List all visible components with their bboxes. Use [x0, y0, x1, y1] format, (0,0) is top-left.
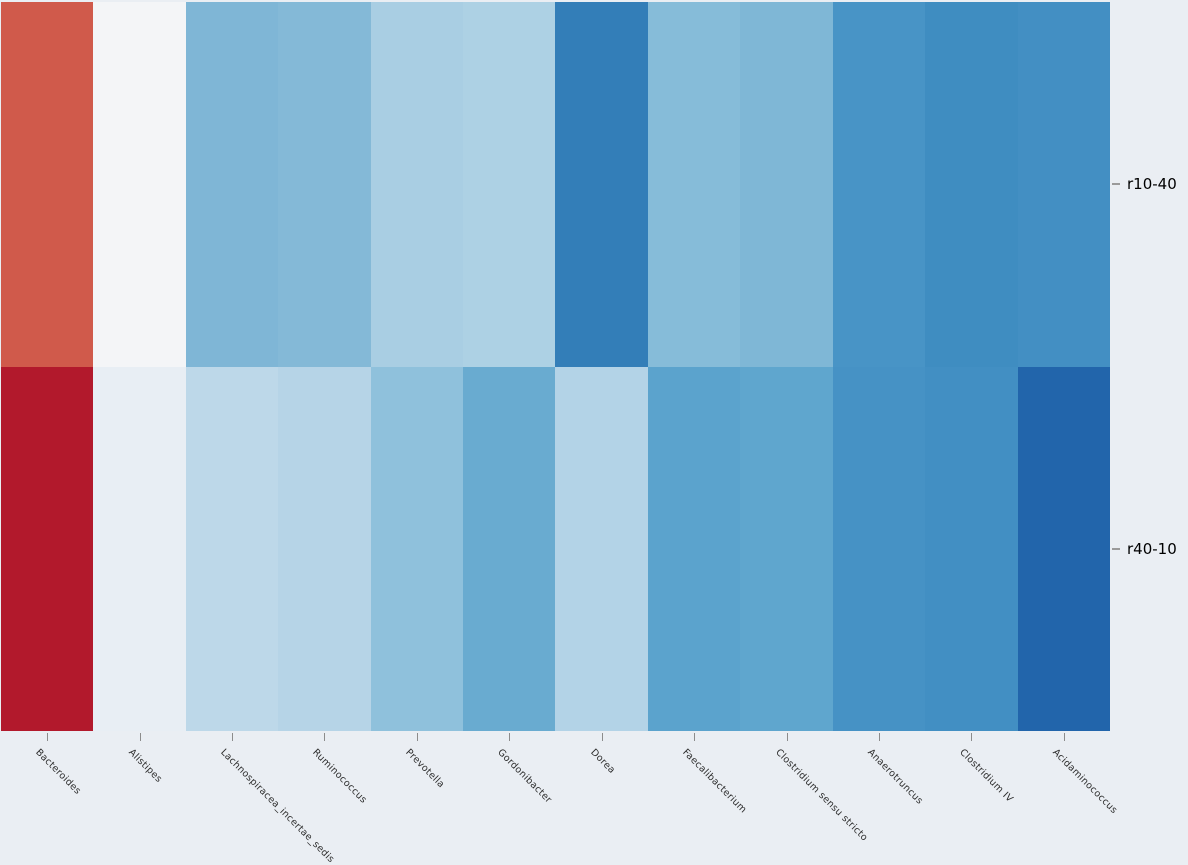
x-tick-label: Bacteroides	[33, 747, 83, 797]
x-tick-label: Acidaminococcus	[1050, 747, 1119, 816]
x-tick	[47, 733, 48, 741]
heatmap-cell-r40-10-Gordonibacter	[463, 367, 555, 732]
heatmap-cell-r40-10-Dorea	[555, 367, 647, 732]
heatmap-cell-r40-10-Alistipes	[93, 367, 185, 732]
heatmap-cell-r10-40-Acidaminococcus	[1018, 2, 1110, 367]
x-tick-label: Ruminococcus	[311, 747, 370, 806]
x-tick	[694, 733, 695, 741]
x-tick-label: Faecalibacterium	[680, 747, 748, 815]
heatmap-cell-r10-40-Clostridium sensu stricto	[740, 2, 832, 367]
x-tick	[232, 733, 233, 741]
y-tick	[1112, 548, 1120, 550]
heatmap-cell-r40-10-Clostridium sensu stricto	[740, 367, 832, 732]
y-tick-label: r10-40	[1127, 175, 1177, 193]
y-tick	[1112, 183, 1120, 185]
x-tick	[140, 733, 141, 741]
x-tick-label: Gordonibacter	[496, 747, 555, 806]
heatmap-cell-r10-40-Bacteroides	[1, 2, 93, 367]
heatmap-cell-r10-40-Clostridium IV	[925, 2, 1017, 367]
heatmap-cell-r40-10-Ruminococcus	[278, 367, 370, 732]
y-tick-label: r40-10	[1127, 540, 1177, 558]
x-tick	[1064, 733, 1065, 741]
heatmap-cell-r40-10-Lachnospiracea_incertae_sedis	[186, 367, 278, 732]
heatmap-cell-r40-10-Bacteroides	[1, 367, 93, 732]
heatmap-cell-r40-10-Acidaminococcus	[1018, 367, 1110, 732]
heatmap-cell-r10-40-Lachnospiracea_incertae_sedis	[186, 2, 278, 367]
x-tick-label: Lachnospiracea_incertae_sedis	[218, 747, 336, 865]
heatmap-cell-r40-10-Faecalibacterium	[648, 367, 740, 732]
heatmap-cell-r10-40-Alistipes	[93, 2, 185, 367]
x-tick	[509, 733, 510, 741]
x-tick-label: Dorea	[588, 747, 617, 776]
x-tick-label: Anaerotruncus	[865, 747, 925, 807]
heatmap-cell-r40-10-Clostridium IV	[925, 367, 1017, 732]
x-tick-label: Alistipes	[126, 747, 164, 785]
x-tick	[879, 733, 880, 741]
heatmap-grid	[1, 2, 1110, 731]
heatmap-cell-r10-40-Gordonibacter	[463, 2, 555, 367]
x-tick-label: Prevotella	[403, 747, 446, 790]
heatmap-cell-r40-10-Prevotella	[371, 367, 463, 732]
heatmap-cell-r40-10-Anaerotruncus	[833, 367, 925, 732]
heatmap-cell-r10-40-Dorea	[555, 2, 647, 367]
heatmap-cell-r10-40-Faecalibacterium	[648, 2, 740, 367]
x-tick	[787, 733, 788, 741]
x-tick-label: Clostridium IV	[958, 747, 1016, 805]
heatmap-cell-r10-40-Prevotella	[371, 2, 463, 367]
heatmap-cell-r10-40-Ruminococcus	[278, 2, 370, 367]
x-tick	[324, 733, 325, 741]
x-tick	[971, 733, 972, 741]
x-tick	[417, 733, 418, 741]
x-tick-label: Clostridium sensu stricto	[773, 747, 870, 844]
heatmap-cell-r10-40-Anaerotruncus	[833, 2, 925, 367]
x-tick	[602, 733, 603, 741]
